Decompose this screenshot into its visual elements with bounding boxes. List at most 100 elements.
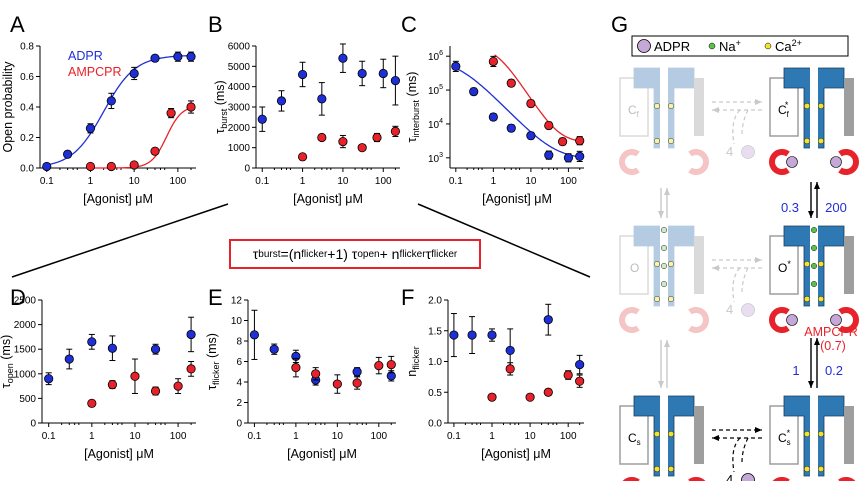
x-tick-label: 10 xyxy=(129,176,141,187)
y-tick-label: 0 xyxy=(236,419,242,430)
arrowhead xyxy=(712,265,719,271)
data-point-ampcpr xyxy=(372,132,382,143)
x-tick-label: 0.1 xyxy=(42,431,56,442)
x-tick-label: 0.1 xyxy=(40,176,54,187)
nudt9h-domain xyxy=(838,149,859,175)
ca-ion xyxy=(654,261,661,268)
panel-letter-f: F xyxy=(401,285,414,310)
panel-letter-b: B xyxy=(208,12,223,37)
ca-ion xyxy=(668,296,675,303)
data-point-ampcpr xyxy=(558,137,568,147)
y-tick-label: 4000 xyxy=(228,82,251,93)
channel-side xyxy=(694,78,704,136)
ca-ion xyxy=(654,431,661,438)
ca-ion xyxy=(804,431,811,438)
data-point-adpr xyxy=(297,69,308,80)
pore xyxy=(810,66,818,150)
x-tick-label: 10 xyxy=(337,176,349,187)
data-point-ampcpr xyxy=(129,160,139,170)
channel-subunit xyxy=(663,395,695,477)
y-tick-label: 1000 xyxy=(14,369,37,380)
ampcpr-rate-value: (0.7) xyxy=(820,339,846,353)
na-ion xyxy=(811,263,818,270)
na-ion xyxy=(661,263,668,270)
data-point-adpr xyxy=(129,68,139,79)
data-point-adpr xyxy=(526,131,536,141)
data-point-ampcpr xyxy=(357,143,367,153)
data-point-adpr xyxy=(107,343,118,353)
y-tick-label: 0 xyxy=(244,164,250,175)
data-point-ampcpr xyxy=(291,363,301,373)
ca-ion xyxy=(804,466,811,473)
y-axis-label: Open probability xyxy=(1,61,15,153)
legend-adpr: ADPR xyxy=(68,49,103,63)
data-point-adpr xyxy=(257,114,267,124)
y-axis-label: τflicker (ms) xyxy=(205,333,221,390)
y-tick-label: 6000 xyxy=(228,42,251,53)
y-tick-label: 0 xyxy=(30,419,36,430)
data-point-ampcpr xyxy=(543,387,553,397)
x-tick-label: 10 xyxy=(525,176,537,187)
data-point-ampcpr xyxy=(488,56,498,67)
y-tick-label: 2000 xyxy=(228,123,251,134)
arrowhead xyxy=(755,99,762,105)
rate-upper-left: 0.3 xyxy=(781,200,799,215)
ligand-binding-arrow xyxy=(732,267,741,303)
data-point-ampcpr xyxy=(338,136,348,147)
adpr-ligand-icon xyxy=(741,145,755,159)
ca-ion xyxy=(668,466,675,473)
data-point-adpr xyxy=(150,53,160,63)
ca-ion xyxy=(654,296,661,303)
x-axis-label: [Agonist] μM xyxy=(84,447,154,461)
arrowhead xyxy=(658,381,664,388)
ca-ion xyxy=(804,261,811,268)
x-axis-label: [Agonist] μM xyxy=(83,192,153,206)
x-tick-label: 10 xyxy=(525,431,537,442)
x-tick-label: 10 xyxy=(129,431,141,442)
ca-ion xyxy=(818,102,825,109)
data-point-ampcpr xyxy=(87,398,97,408)
data-point-adpr xyxy=(543,315,553,325)
nudt9h-domain xyxy=(838,477,856,481)
panel-letter-c: C xyxy=(401,12,417,37)
x-tick-label: 0.1 xyxy=(449,176,463,187)
data-point-adpr xyxy=(487,330,497,340)
scheme-legend-box xyxy=(631,35,849,57)
ligand-count-4: 4 xyxy=(726,472,733,481)
x-axis-label: [Agonist] μM xyxy=(293,192,363,206)
ca-ion xyxy=(668,137,675,144)
y-tick-label: 1.5 xyxy=(428,326,442,337)
channel-o xyxy=(619,224,709,333)
y-axis-label: τopen (ms) xyxy=(0,335,15,388)
y-tick-label: 8 xyxy=(236,337,242,348)
ligand-binding-arrow xyxy=(732,437,741,473)
x-tick-label: 1 xyxy=(89,431,95,442)
data-point-ampcpr xyxy=(311,369,321,379)
data-point-ampcpr xyxy=(526,98,536,109)
data-point-adpr xyxy=(186,52,196,62)
x-tick-label: 0.1 xyxy=(255,176,269,187)
y-tick-label: 2.0 xyxy=(428,296,442,307)
y-tick-label: 105 xyxy=(428,84,443,97)
ligand-binding-arrow xyxy=(741,109,749,135)
nudt9h-domain xyxy=(688,307,709,333)
panel-letter-e: E xyxy=(208,285,223,310)
channel-side xyxy=(694,406,704,464)
pore xyxy=(660,394,668,478)
data-point-adpr xyxy=(87,337,97,347)
chart-c: 0.1 1 10 100 103 104 105 106 [Agonist] μM τinterb… xyxy=(405,46,585,206)
fit-curve-adpr xyxy=(455,67,580,158)
data-point-adpr xyxy=(44,374,54,384)
nudt9h-domain xyxy=(619,149,640,175)
ampcpr-rate-label: AMPCPR xyxy=(804,325,857,339)
data-point-ampcpr xyxy=(332,379,342,389)
data-point-ampcpr xyxy=(166,108,176,118)
data-point-adpr xyxy=(378,68,388,79)
adpr-ligand-icon xyxy=(786,156,798,168)
data-point-adpr xyxy=(269,344,279,354)
data-point-ampcpr xyxy=(150,386,161,396)
channel-side xyxy=(694,236,704,294)
ca-ion xyxy=(654,466,661,473)
panel-letter-d: D xyxy=(10,285,26,310)
